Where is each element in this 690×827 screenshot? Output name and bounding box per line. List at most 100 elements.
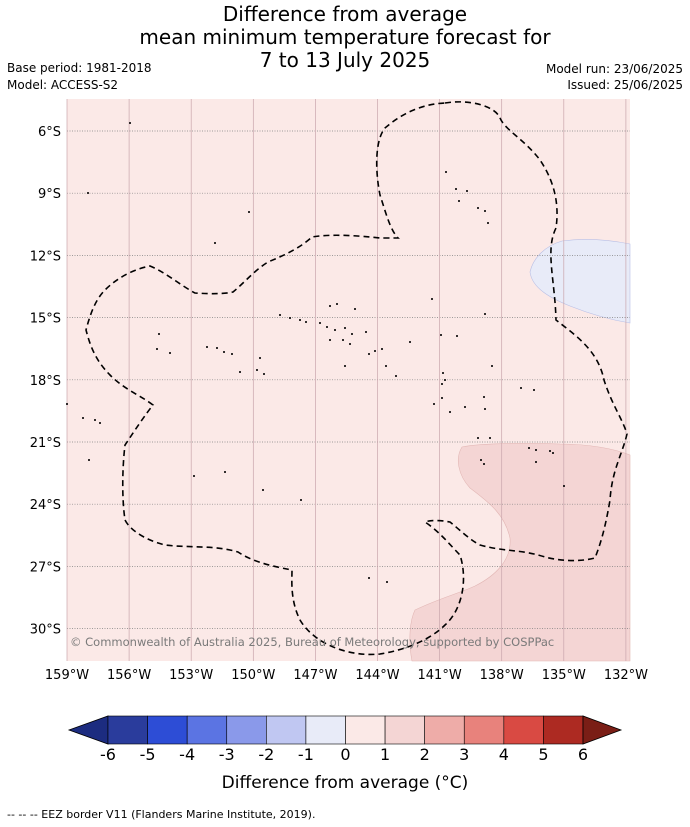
lat-label: 12°S	[30, 249, 61, 264]
lon-label: 159°W	[45, 668, 89, 683]
island	[528, 447, 530, 449]
island	[319, 322, 321, 324]
island	[239, 371, 241, 373]
island	[299, 319, 301, 321]
island	[289, 317, 291, 319]
colorbar-tick-label: -6	[100, 745, 116, 764]
island	[458, 200, 460, 202]
island	[535, 461, 537, 463]
island	[431, 298, 433, 300]
island	[224, 471, 226, 473]
island	[477, 437, 479, 439]
colorbar-high-extend	[582, 715, 623, 745]
island	[206, 346, 208, 348]
colorbar-tick-label: -2	[258, 745, 275, 764]
colorbar-tick-label: 4	[498, 745, 509, 764]
island	[158, 333, 160, 335]
colorbar-tick-label: 1	[379, 745, 391, 764]
island	[259, 357, 261, 359]
lon-label: 156°W	[107, 668, 151, 683]
island	[262, 489, 264, 491]
island	[456, 335, 458, 337]
lon-label: 144°W	[355, 668, 399, 683]
lat-label: 24°S	[30, 498, 61, 513]
cool-anomaly-region	[529, 239, 631, 324]
lat-label: 15°S	[30, 312, 61, 327]
lat-label: 30°S	[30, 623, 61, 638]
island	[440, 334, 442, 336]
island	[484, 408, 486, 410]
lat-label: 27°S	[30, 560, 61, 575]
island	[365, 331, 367, 333]
colorbar-tick-label: 2	[419, 745, 430, 764]
colorbar-tick-label: -1	[297, 745, 314, 764]
island	[326, 326, 328, 328]
island	[487, 222, 489, 224]
colorbar-segment	[107, 715, 148, 745]
island	[441, 383, 443, 385]
colorbar-segment	[266, 715, 307, 745]
longitude-labels: 159°W 156°W 153°W 150°W 147°W 144°W 141°W 138°W…	[45, 668, 648, 683]
island	[344, 365, 346, 367]
island	[374, 350, 376, 352]
island	[351, 333, 353, 335]
graticule	[66, 99, 630, 661]
colorbar-tick-label: 6	[577, 745, 589, 764]
colorbar-segment	[543, 715, 584, 745]
island	[263, 373, 265, 375]
lat-label: 21°S	[30, 436, 61, 451]
latitude-labels: 6°S 9°S 12°S 15°S 18°S 21°S 24°S 27°S 30°S	[30, 125, 61, 638]
island	[342, 339, 344, 341]
island	[535, 449, 537, 451]
island	[445, 171, 447, 173]
island	[336, 303, 338, 305]
island	[99, 422, 101, 424]
colorbar-segment	[463, 715, 505, 745]
island	[193, 475, 195, 477]
island	[231, 353, 233, 355]
eez-legend: -- -- -- EEZ border V11 (Flanders Marine…	[7, 808, 316, 821]
island	[94, 419, 96, 421]
map-copyright: © Commonwealth of Australia 2025, Bureau…	[70, 635, 554, 649]
island	[484, 210, 486, 212]
lon-label: 153°W	[169, 668, 213, 683]
lat-label: 9°S	[38, 187, 61, 202]
lon-label: 141°W	[418, 668, 462, 683]
island	[344, 327, 346, 329]
title-line-1: Difference from average	[222, 2, 468, 26]
eez-border	[85, 101, 628, 656]
lon-label: 138°W	[480, 668, 524, 683]
island	[441, 397, 443, 399]
island	[129, 122, 131, 124]
colorbar-tick-label: 3	[459, 745, 470, 764]
island	[552, 452, 554, 454]
island	[368, 577, 370, 579]
colorbar-segment	[147, 715, 188, 745]
island	[214, 242, 216, 244]
island	[248, 211, 250, 213]
island	[329, 305, 331, 307]
island	[409, 341, 411, 343]
island	[489, 437, 491, 439]
lon-label: 132°W	[604, 668, 648, 683]
colorbar-label: Difference from average (°C)	[221, 773, 469, 793]
lon-label: 147°W	[293, 668, 337, 683]
colorbar-tick-label: -5	[139, 745, 156, 764]
island	[386, 581, 388, 583]
island	[216, 347, 218, 349]
island	[533, 389, 535, 391]
colorbar-segment	[345, 715, 386, 745]
island	[549, 450, 551, 452]
island	[483, 463, 485, 465]
island	[87, 192, 89, 194]
island	[156, 348, 158, 350]
island	[169, 352, 171, 354]
island	[368, 353, 370, 355]
lon-label: 150°W	[231, 668, 275, 683]
island	[520, 387, 522, 389]
island	[483, 396, 485, 398]
colorbar-segment	[503, 715, 544, 745]
island	[66, 403, 68, 405]
island	[444, 379, 446, 381]
